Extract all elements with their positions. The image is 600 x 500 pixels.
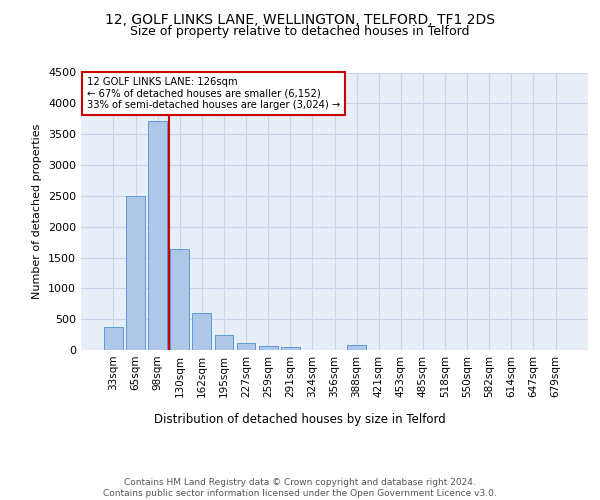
Bar	[236, 343, 256, 350]
Text: Contains HM Land Registry data © Crown copyright and database right 2024.
Contai: Contains HM Land Registry data © Crown c…	[103, 478, 497, 498]
Text: 12, GOLF LINKS LANE, WELLINGTON, TELFORD, TF1 2DS: 12, GOLF LINKS LANE, WELLINGTON, TELFORD…	[105, 12, 495, 26]
Bar	[170, 250, 189, 350]
Bar	[347, 346, 366, 350]
Bar	[193, 313, 211, 350]
Bar	[259, 346, 278, 350]
Text: Distribution of detached houses by size in Telford: Distribution of detached houses by size …	[154, 412, 446, 426]
Bar	[215, 335, 233, 350]
Text: Size of property relative to detached houses in Telford: Size of property relative to detached ho…	[130, 25, 470, 38]
Text: 12 GOLF LINKS LANE: 126sqm
← 67% of detached houses are smaller (6,152)
33% of s: 12 GOLF LINKS LANE: 126sqm ← 67% of deta…	[87, 76, 340, 110]
Bar	[148, 120, 167, 350]
Bar	[126, 196, 145, 350]
Y-axis label: Number of detached properties: Number of detached properties	[32, 124, 43, 299]
Bar	[104, 326, 123, 350]
Bar	[281, 347, 299, 350]
